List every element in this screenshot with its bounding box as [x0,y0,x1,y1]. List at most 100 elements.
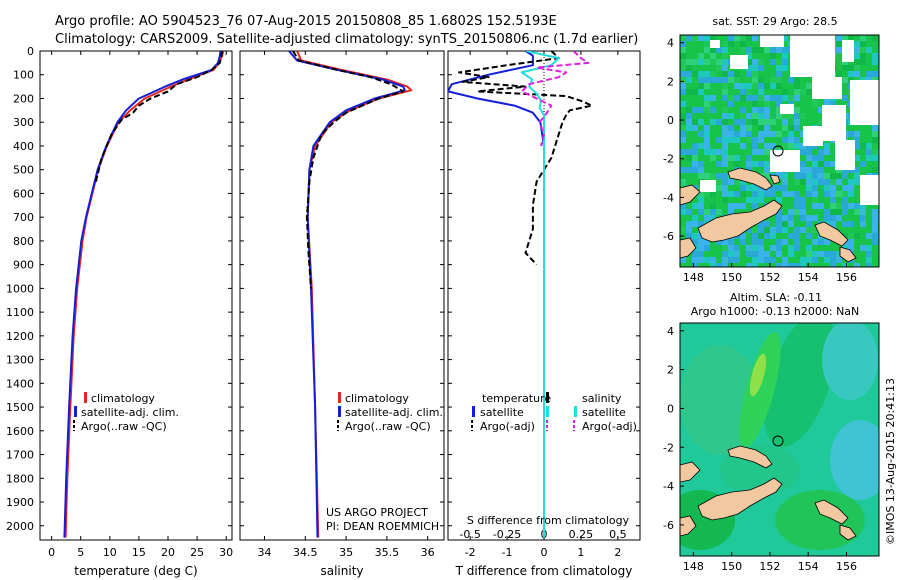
sst-cell [794,179,800,185]
sst-cell [764,83,770,89]
sst-cell [794,137,800,143]
map-y-tick-label: 2 [667,364,674,377]
map-y-tick-label: 4 [667,37,674,50]
sst-cell [872,71,878,77]
sst-cell [818,239,824,245]
sst-cell [806,227,812,233]
sst-cell [710,59,716,65]
legend-climatology: climatology [345,392,409,405]
sst-cell [680,83,686,89]
depth-tick-label: 600 [13,187,34,200]
sst-cell [704,47,710,53]
sst-cell [842,191,848,197]
sst-cell [830,263,836,267]
sst-cell [752,245,758,251]
map-y-tick-label: 0 [667,402,674,415]
series-line-climatology [64,51,225,538]
sst-cell [752,119,758,125]
sst-map-title: sat. SST: 29 Argo: 28.5 [712,15,837,28]
sst-cell [686,233,692,239]
sst-cell [680,179,686,185]
sst-cell [812,161,818,167]
sst-cell [710,71,716,77]
sst-cell [758,137,764,143]
sst-cell [800,149,806,155]
sst-cell [722,59,728,65]
sst-cell [848,233,854,239]
sst-cell [722,185,728,191]
sst-cell [794,209,800,215]
sst-cell [776,131,782,137]
sst-cell [704,245,710,251]
sst-cell [812,203,818,209]
sst-cell [734,131,740,137]
x-tick-label: 0 [541,546,548,559]
sst-cell [824,191,830,197]
sst-cell [680,257,686,263]
sst-cell [848,35,854,41]
sst-cell [680,149,686,155]
sst-cell [734,251,740,257]
sst-cell [692,161,698,167]
x-tick-label: 36 [421,546,435,559]
sst-cell [692,155,698,161]
x-tick-label: 1 [577,546,584,559]
sst-cell [704,131,710,137]
sst-cell [860,215,866,221]
sst-cell [764,131,770,137]
sst-cell [710,35,716,41]
sst-cell [806,251,812,257]
sst-cell [824,149,830,155]
sst-cell [698,131,704,137]
sst-cell [866,71,872,77]
sst-cell [872,227,878,233]
sst-cell [752,251,758,257]
sst-cell [848,203,854,209]
sst-cell [782,53,788,59]
sst-cell [722,71,728,77]
sst-cell [716,137,722,143]
sst-cell [848,245,854,251]
sst-cell [758,161,764,167]
sst-cell [830,185,836,191]
sst-cell [800,179,806,185]
s-tick-label: -0.5 [459,528,480,541]
sst-cell [722,197,728,203]
sst-cell [854,41,860,47]
sst-cell [770,83,776,89]
sst-cell [734,137,740,143]
sst-cell [746,131,752,137]
sst-cell [686,221,692,227]
sst-cell [812,101,818,107]
sst-cell [770,47,776,53]
sst-cell [716,59,722,65]
sst-cell [728,125,734,131]
x-tick-label: 25 [190,546,204,559]
sst-cell [734,83,740,89]
sst-cell [836,41,842,47]
sst-cell [776,95,782,101]
sst-cell [872,221,878,227]
sst-cell [818,173,824,179]
sst-cell [704,215,710,221]
sst-cell [836,209,842,215]
x-tick-label: 5 [77,546,84,559]
sst-cell [746,89,752,95]
sst-cell [722,83,728,89]
header-line-1: Argo profile: AO 5904523_76 07-Aug-2015 … [55,14,557,29]
sst-cell [764,173,770,179]
sst-cell [854,47,860,53]
sst-cell [728,137,734,143]
sst-cell [722,251,728,257]
sst-cell [800,209,806,215]
sst-cell [776,47,782,53]
sst-cell [872,59,878,65]
sst-cell [710,77,716,83]
salinity-plot-frame [239,50,445,541]
sst-cell [680,53,686,59]
sst-cell [806,155,812,161]
sst-cell [788,77,794,83]
map-x-tick-label: 152 [759,271,780,284]
sst-cell [788,137,794,143]
sst-cell [758,221,764,227]
